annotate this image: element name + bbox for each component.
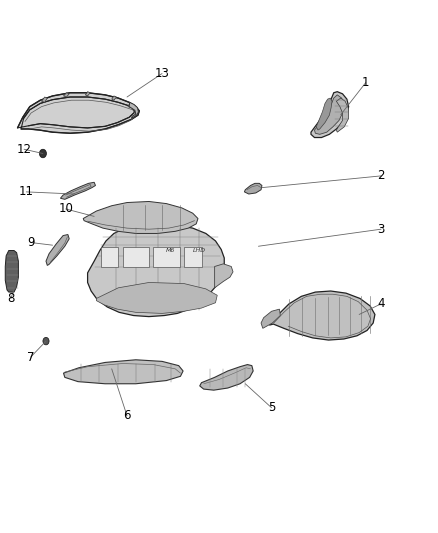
Text: 3: 3	[378, 223, 385, 236]
Polygon shape	[5, 251, 18, 292]
Text: 7: 7	[27, 351, 35, 364]
Text: 10: 10	[58, 203, 73, 215]
Circle shape	[43, 337, 49, 345]
Polygon shape	[314, 95, 344, 134]
Polygon shape	[112, 96, 117, 100]
Polygon shape	[64, 93, 69, 97]
Text: 13: 13	[155, 67, 170, 80]
Polygon shape	[153, 247, 180, 266]
Polygon shape	[96, 282, 217, 313]
Polygon shape	[200, 365, 253, 390]
Text: 8: 8	[7, 292, 14, 305]
Polygon shape	[85, 92, 90, 96]
Polygon shape	[42, 97, 47, 102]
Polygon shape	[60, 182, 95, 199]
Polygon shape	[88, 224, 224, 317]
Polygon shape	[336, 98, 349, 132]
Text: 1: 1	[362, 76, 370, 89]
Circle shape	[39, 149, 46, 158]
Text: 9: 9	[27, 236, 35, 249]
Text: 11: 11	[19, 185, 34, 198]
Polygon shape	[46, 235, 69, 265]
Polygon shape	[215, 264, 233, 288]
Text: M6: M6	[166, 248, 175, 253]
Polygon shape	[101, 247, 118, 266]
Polygon shape	[269, 291, 375, 340]
Text: LHD: LHD	[193, 248, 206, 253]
Polygon shape	[311, 92, 349, 138]
Polygon shape	[316, 98, 332, 130]
Polygon shape	[64, 360, 183, 384]
Text: 5: 5	[268, 401, 275, 414]
Text: 6: 6	[123, 409, 131, 422]
Polygon shape	[123, 247, 149, 266]
Polygon shape	[184, 247, 202, 266]
Polygon shape	[261, 309, 280, 328]
Polygon shape	[83, 201, 198, 233]
Text: 4: 4	[377, 297, 385, 310]
Text: 12: 12	[17, 143, 32, 156]
Polygon shape	[129, 102, 138, 118]
Polygon shape	[128, 103, 132, 108]
Polygon shape	[18, 93, 139, 133]
Polygon shape	[244, 183, 262, 194]
Text: 2: 2	[377, 169, 385, 182]
